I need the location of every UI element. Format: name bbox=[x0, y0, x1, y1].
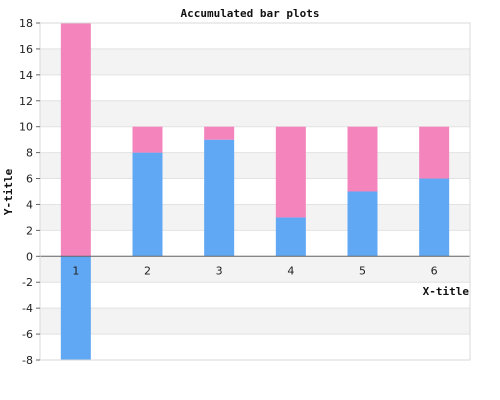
grid-band bbox=[40, 230, 470, 257]
grid-band bbox=[40, 204, 470, 231]
grid-bands bbox=[40, 22, 470, 361]
y-tick-label: 2 bbox=[26, 224, 33, 237]
grid-band bbox=[40, 48, 470, 75]
bar-stacks bbox=[60, 23, 450, 360]
bar-segment-2-series-2 bbox=[132, 126, 163, 153]
y-axis-title: Y-title bbox=[2, 168, 15, 215]
x-tick-label: 1 bbox=[72, 264, 79, 277]
bar-segment-4-series-1 bbox=[275, 217, 306, 257]
bar-segment-4-series-2 bbox=[275, 126, 306, 218]
y-tick-label: -2 bbox=[22, 276, 33, 289]
y-tick-label: 12 bbox=[19, 95, 33, 108]
x-tick-label: 3 bbox=[216, 264, 223, 277]
y-tick-label: 6 bbox=[26, 173, 33, 186]
bar-segment-1-series-2 bbox=[60, 23, 91, 257]
grid-band bbox=[40, 256, 470, 283]
bar-segment-6-series-1 bbox=[419, 178, 450, 257]
bar-segment-1-series-1 bbox=[60, 256, 91, 360]
x-tick-labels: 1 2 3 4 5 6 bbox=[72, 264, 437, 277]
grid-band bbox=[40, 74, 470, 101]
grid-band bbox=[40, 308, 470, 335]
y-tick-label: -6 bbox=[22, 328, 33, 341]
y-tick-label: 18 bbox=[19, 17, 33, 30]
grid-band bbox=[40, 334, 470, 360]
grid-band bbox=[40, 282, 470, 309]
x-tick-label: 6 bbox=[431, 264, 438, 277]
x-axis-title: X-title bbox=[423, 285, 470, 298]
grid-band bbox=[40, 100, 470, 127]
bar-segment-3-series-1 bbox=[204, 139, 235, 257]
grid-band bbox=[40, 178, 470, 205]
x-tick-label: 4 bbox=[287, 264, 294, 277]
y-tick-label: 16 bbox=[19, 43, 33, 56]
grid-band bbox=[40, 126, 470, 153]
y-tick-label: 14 bbox=[19, 69, 33, 82]
y-tick-label: 4 bbox=[26, 198, 33, 211]
y-tick-label: -8 bbox=[22, 354, 33, 367]
grid-band bbox=[40, 152, 470, 179]
y-tick-label: 8 bbox=[26, 147, 33, 160]
x-tick-label: 5 bbox=[359, 264, 366, 277]
axes bbox=[36, 22, 471, 361]
bar-segment-3-series-2 bbox=[204, 126, 235, 140]
y-tick-labels: -8 -6 -4 -2 0 2 4 6 8 10 12 14 16 18 bbox=[19, 17, 33, 367]
bar-segment-5-series-1 bbox=[347, 191, 378, 257]
bar-segment-6-series-2 bbox=[419, 126, 450, 179]
y-tick-label: 10 bbox=[19, 121, 33, 134]
y-tick-label: -4 bbox=[22, 302, 33, 315]
bar-segment-2-series-1 bbox=[132, 152, 163, 257]
y-tick-label: 0 bbox=[26, 250, 33, 263]
plot-frame bbox=[39, 22, 471, 361]
x-tick-label: 2 bbox=[144, 264, 151, 277]
grid-band bbox=[40, 23, 470, 49]
chart-title: Accumulated bar plots bbox=[180, 7, 319, 20]
bar-segment-5-series-2 bbox=[347, 126, 378, 192]
